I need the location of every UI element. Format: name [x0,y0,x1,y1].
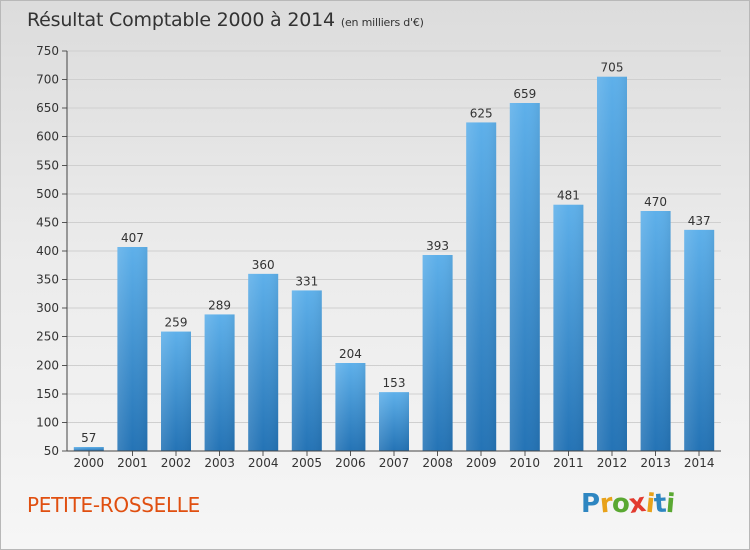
y-tick-label: 250 [36,330,59,344]
y-tick-label: 350 [36,273,59,287]
y-tick-label: 550 [36,158,59,172]
y-tick-label: 750 [36,44,59,58]
y-tick-label: 650 [36,101,59,115]
y-tick-label: 300 [36,301,59,315]
y-tick-label: 700 [36,73,59,87]
bar-shine [73,447,104,451]
y-tick-label: 50 [44,444,59,458]
bars [73,76,715,451]
y-tick-label: 600 [36,130,59,144]
data-label: 659 [513,87,536,101]
x-tick-label: 2001 [117,456,148,470]
chart-title: Résultat Comptable 2000 à 2014 (en millie… [27,9,424,31]
chart-title-text: Résultat Comptable 2000 à 2014 [27,9,335,31]
x-tick-label: 2009 [466,456,497,470]
axes: 50 100 150 200 250 300 350 400 450 500 550 600 650 70… [36,44,721,470]
data-label: 481 [557,189,580,203]
bar-shine [553,204,584,451]
bar-shine [248,273,279,451]
bar-shine [684,229,715,451]
y-tick-label: 100 [36,415,59,429]
x-tick-label: 2014 [684,456,715,470]
data-labels: 57 407 259 289 360 331 204 153 393 625 659 481 705 47… [81,61,710,445]
logo-letter: P [581,489,600,519]
location-name: PETITE-ROSSELLE [27,493,200,517]
bar-shine [335,363,366,451]
bar-shine [161,331,191,451]
x-tick-label: 2011 [553,456,584,470]
bar-shine [509,103,540,451]
data-label: 57 [81,431,96,445]
data-label: 204 [339,347,362,361]
y-tick-label: 450 [36,215,59,229]
logo-letter: i [664,488,676,520]
x-tick-label: 2000 [74,456,105,470]
y-tick-label: 200 [36,358,59,372]
data-label: 705 [601,61,624,75]
x-tick-label: 2010 [510,456,541,470]
data-label: 360 [252,258,275,272]
data-label: 470 [644,195,667,209]
x-tick-label: 2012 [597,456,628,470]
x-tick-label: 2013 [640,456,671,470]
bar-shine [597,76,627,451]
data-label: 407 [121,231,144,245]
bar-shine [422,255,453,451]
bar-shine [379,392,409,451]
bar-shine [291,290,322,451]
chart-subtitle: (en milliers d'€) [340,16,424,29]
x-tick-label: 2007 [379,456,410,470]
bar-shine [204,314,235,451]
data-label: 437 [688,214,711,228]
data-label: 259 [165,316,188,330]
proxiti-logo[interactable]: Proxiti [581,488,676,520]
x-tick-label: 2003 [204,456,235,470]
data-label: 331 [295,274,318,288]
x-tick-label: 2002 [161,456,192,470]
x-tick-label: 2005 [292,456,323,470]
data-label: 289 [208,298,231,312]
bar-shine [117,247,148,451]
x-tick-label: 2006 [335,456,366,470]
y-tick-label: 150 [36,387,59,401]
data-label: 625 [470,106,493,120]
bar-shine [640,211,671,451]
y-tick-label: 400 [36,244,59,258]
data-label: 153 [383,376,406,390]
x-tick-label: 2008 [422,456,453,470]
x-tick-label: 2004 [248,456,279,470]
bar-shine [466,122,497,451]
y-tick-label: 500 [36,187,59,201]
data-label: 393 [426,239,449,253]
